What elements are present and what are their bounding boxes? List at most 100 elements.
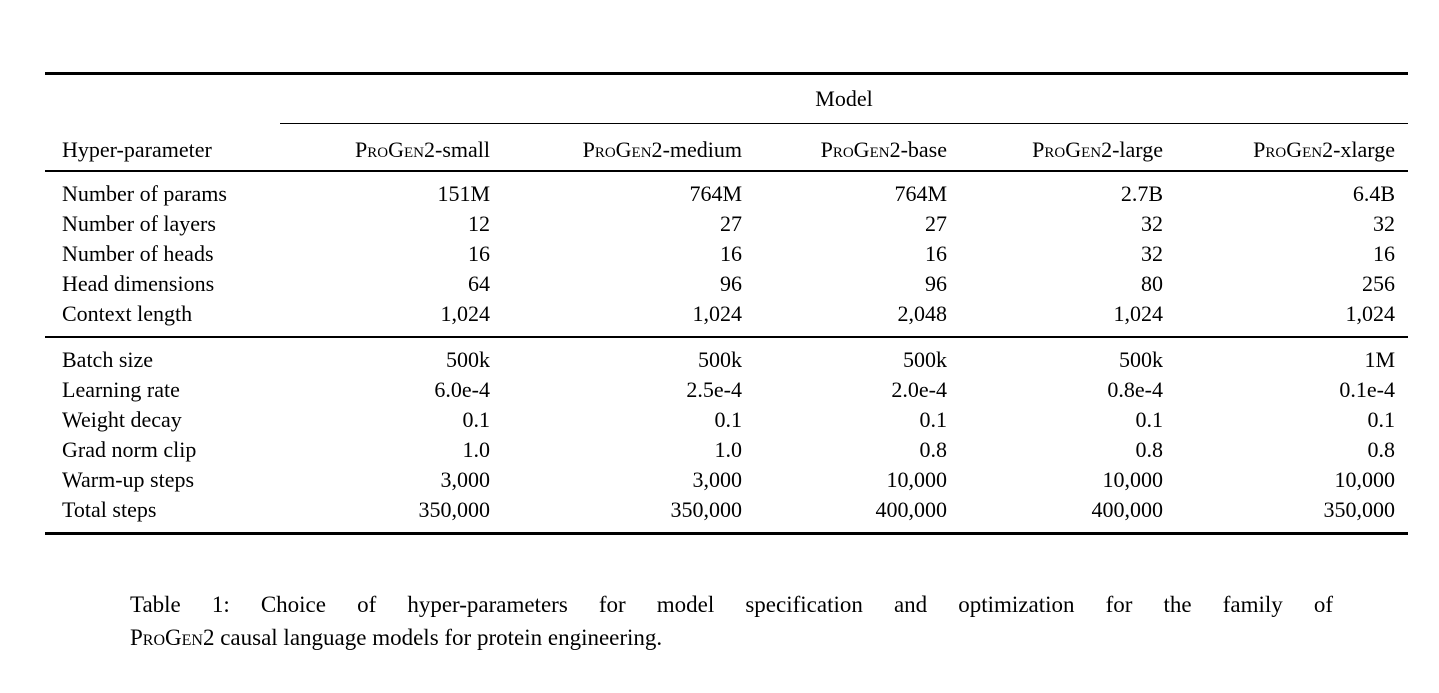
cell-value: 0.1e-4 bbox=[1339, 377, 1395, 402]
variant-suffix: -medium bbox=[662, 137, 742, 162]
cell-value: 0.1 bbox=[462, 407, 491, 432]
cell-value: 32 bbox=[1141, 241, 1163, 266]
cell-value: 0.1 bbox=[1367, 407, 1396, 432]
cell-value: 400,000 bbox=[875, 497, 948, 522]
cell-value: 27 bbox=[720, 211, 742, 236]
section-model-specification: Number of params 151M 764M 764M 2.7B 6.4… bbox=[45, 171, 1408, 337]
cell-value: 350,000 bbox=[670, 497, 743, 522]
brand-smallcaps: ProGen2 bbox=[1253, 137, 1334, 162]
caption-line-2-text: causal language models for protein engin… bbox=[214, 625, 663, 650]
cell-value: 1,024 bbox=[440, 301, 491, 326]
cell-value: 1,024 bbox=[1113, 301, 1164, 326]
table-row: Total steps 350,000 350,000 400,000 400,… bbox=[45, 495, 1408, 534]
table-row: Grad norm clip 1.0 1.0 0.8 0.8 0.8 bbox=[45, 435, 1408, 465]
row-label: Total steps bbox=[62, 497, 157, 522]
brand-smallcaps: ProGen2 bbox=[1032, 137, 1113, 162]
cell-value: 1.0 bbox=[714, 437, 743, 462]
cell-value: 3,000 bbox=[692, 467, 743, 492]
cell-value: 16 bbox=[925, 241, 947, 266]
cell-value: 32 bbox=[1373, 211, 1395, 236]
cell-value: 96 bbox=[720, 271, 742, 296]
row-label: Weight decay bbox=[62, 407, 182, 432]
cell-value: 3,000 bbox=[440, 467, 491, 492]
row-label: Grad norm clip bbox=[62, 437, 197, 462]
table-row: Number of params 151M 764M 764M 2.7B 6.4… bbox=[45, 171, 1408, 209]
row-label: Head dimensions bbox=[62, 271, 215, 296]
cell-value: 400,000 bbox=[1091, 497, 1164, 522]
table-caption: Table 1: Choice of hyper-parameters for … bbox=[130, 588, 1333, 654]
row-label: Number of layers bbox=[62, 211, 216, 236]
cell-value: 256 bbox=[1362, 271, 1395, 296]
cell-value: 151M bbox=[437, 181, 490, 206]
cell-value: 64 bbox=[468, 271, 490, 296]
group-header-model: Model bbox=[280, 73, 1408, 124]
hyperparameter-table: Model Hyper-parameter ProGen2-small ProG… bbox=[45, 72, 1408, 535]
cell-value: 764M bbox=[689, 181, 742, 206]
brand-smallcaps: ProGen2 bbox=[130, 625, 215, 650]
column-header-progen2-large: ProGen2-large bbox=[960, 123, 1176, 172]
table-row: Head dimensions 64 96 96 80 256 bbox=[45, 269, 1408, 299]
cell-value: 500k bbox=[1119, 347, 1163, 372]
cell-value: 10,000 bbox=[1334, 467, 1396, 492]
table-row: Number of heads 16 16 16 32 16 bbox=[45, 239, 1408, 269]
cell-value: 80 bbox=[1141, 271, 1163, 296]
brand-smallcaps: ProGen2 bbox=[355, 137, 435, 162]
cell-value: 0.1 bbox=[714, 407, 743, 432]
cell-value: 2,048 bbox=[897, 301, 948, 326]
cell-value: 16 bbox=[720, 241, 742, 266]
table-row: Number of layers 12 27 27 32 32 bbox=[45, 209, 1408, 239]
cell-value: 16 bbox=[1373, 241, 1395, 266]
cell-value: 0.8 bbox=[1135, 437, 1164, 462]
cell-value: 1M bbox=[1364, 347, 1395, 372]
cell-value: 500k bbox=[446, 347, 490, 372]
row-label: Context length bbox=[62, 301, 193, 326]
row-label: Number of heads bbox=[62, 241, 214, 266]
column-header-progen2-xlarge: ProGen2-xlarge bbox=[1176, 123, 1408, 172]
row-label: Learning rate bbox=[62, 377, 180, 402]
cell-value: 32 bbox=[1141, 211, 1163, 236]
cell-value: 764M bbox=[894, 181, 947, 206]
row-label: Number of params bbox=[62, 181, 227, 206]
group-header-spacer bbox=[45, 74, 280, 124]
cell-value: 1.0 bbox=[462, 437, 491, 462]
section-optimization: Batch size 500k 500k 500k 500k 1M Learni… bbox=[45, 337, 1408, 534]
row-label: Batch size bbox=[62, 347, 154, 372]
cell-value: 0.1 bbox=[1135, 407, 1164, 432]
cell-value: 6.4B bbox=[1352, 181, 1395, 206]
column-header-row: Hyper-parameter ProGen2-small ProGen2-me… bbox=[45, 123, 1408, 172]
variant-suffix: -xlarge bbox=[1333, 137, 1395, 162]
column-header-progen2-medium: ProGen2-medium bbox=[503, 123, 755, 172]
cell-value: 96 bbox=[925, 271, 947, 296]
table-row: Warm-up steps 3,000 3,000 10,000 10,000 … bbox=[45, 465, 1408, 495]
variant-suffix: -small bbox=[435, 137, 490, 162]
table-row: Context length 1,024 1,024 2,048 1,024 1… bbox=[45, 299, 1408, 337]
cell-value: 350,000 bbox=[418, 497, 491, 522]
column-header-progen2-base: ProGen2-base bbox=[755, 123, 960, 172]
row-header-label: Hyper-parameter bbox=[45, 123, 280, 172]
cell-value: 0.8 bbox=[919, 437, 948, 462]
table-row: Batch size 500k 500k 500k 500k 1M bbox=[45, 337, 1408, 375]
brand-smallcaps: ProGen2 bbox=[820, 137, 901, 162]
row-label: Warm-up steps bbox=[62, 467, 195, 492]
variant-suffix: -base bbox=[900, 137, 947, 162]
cell-value: 12 bbox=[468, 211, 490, 236]
cell-value: 350,000 bbox=[1323, 497, 1396, 522]
cell-value: 27 bbox=[925, 211, 947, 236]
cell-value: 10,000 bbox=[1102, 467, 1164, 492]
cell-value: 6.0e-4 bbox=[434, 377, 490, 402]
variant-suffix: -large bbox=[1112, 137, 1163, 162]
brand-smallcaps: ProGen2 bbox=[582, 137, 663, 162]
caption-line-1: Table 1: Choice of hyper-parameters for … bbox=[130, 592, 1333, 617]
cell-value: 0.1 bbox=[919, 407, 948, 432]
caption-line-2: ProGen2 causal language models for prote… bbox=[130, 621, 1333, 654]
cell-value: 500k bbox=[903, 347, 947, 372]
cell-value: 1,024 bbox=[692, 301, 743, 326]
cell-value: 500k bbox=[698, 347, 742, 372]
cell-value: 1,024 bbox=[1345, 301, 1396, 326]
cell-value: 16 bbox=[468, 241, 490, 266]
table-row: Learning rate 6.0e-4 2.5e-4 2.0e-4 0.8e-… bbox=[45, 375, 1408, 405]
column-header-progen2-small: ProGen2-small bbox=[280, 123, 503, 172]
cell-value: 0.8 bbox=[1367, 437, 1396, 462]
cell-value: 10,000 bbox=[886, 467, 948, 492]
cell-value: 2.0e-4 bbox=[891, 377, 947, 402]
